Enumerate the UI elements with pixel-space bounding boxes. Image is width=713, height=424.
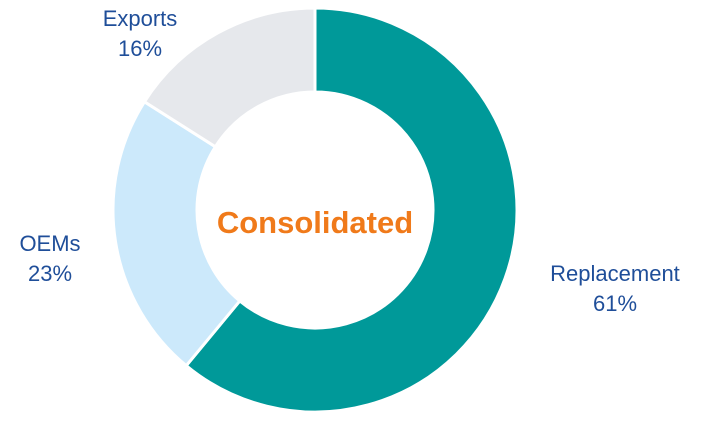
- slice-value: 16%: [118, 36, 162, 61]
- slice-value: 61%: [593, 291, 637, 316]
- slice-label: Replacement: [550, 261, 680, 286]
- slice-label: Exports: [103, 6, 178, 31]
- center-label: Consolidated: [217, 205, 413, 240]
- donut-slice: [184, 6, 519, 414]
- slice-value: 23%: [28, 261, 72, 286]
- donut-slice: [142, 6, 317, 149]
- donut-slice: [111, 99, 242, 368]
- slice-label: OEMs: [19, 231, 80, 256]
